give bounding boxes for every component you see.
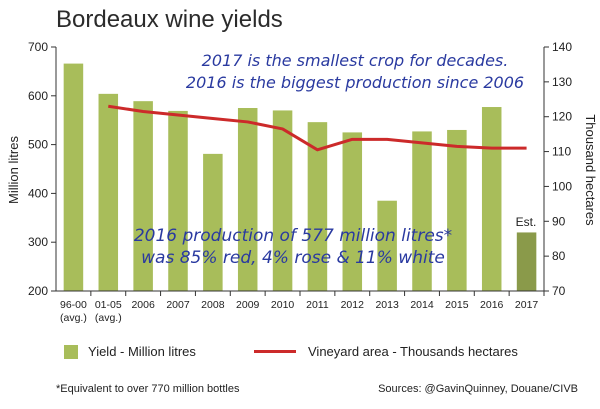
- x-tick-label: 01-05: [95, 299, 122, 311]
- bar: [203, 153, 223, 291]
- legend-label-yield: Yield - Million litres: [88, 344, 196, 359]
- sources: Sources: @GavinQuinney, Douane/CIVB: [378, 383, 578, 395]
- x-tick-label: 2007: [166, 299, 190, 311]
- bar: [307, 122, 328, 291]
- x-tick-label: 2010: [271, 299, 295, 311]
- x-tick-label: 2008: [201, 299, 225, 311]
- x-tick-label: 96-00: [60, 299, 87, 311]
- estimate-label: Est.: [516, 215, 537, 229]
- bar: [237, 108, 258, 291]
- y-tick-label-right: 140: [552, 40, 572, 54]
- legend: Yield - Million litres Vineyard area - T…: [64, 344, 584, 366]
- bars-group: [63, 63, 537, 292]
- y-tick-label-right: 120: [552, 110, 572, 124]
- y-tick-label-left: 400: [28, 186, 48, 200]
- y-tick-label-right: 80: [552, 249, 566, 263]
- chart: 200 300 400 500 600 700 70 80 90 100 110 120 130 140 9…: [6, 40, 598, 324]
- x-tick-label: 2009: [236, 299, 260, 311]
- axes-group: 200 300 400 500 600 700 70 80 90 100 110 120 130 140 9…: [28, 40, 572, 324]
- legend-item-yield: Yield - Million litres: [64, 344, 196, 359]
- x-tick-label: 2011: [306, 299, 329, 311]
- y-tick-label-right: 70: [552, 284, 566, 298]
- line-group: [108, 104, 527, 152]
- bar: [481, 107, 502, 291]
- x-tick-label: 2015: [445, 299, 469, 311]
- y-tick-label-left: 300: [28, 235, 48, 249]
- y-tick-label-left: 200: [28, 284, 48, 298]
- y-axis-title-left: Million litres: [6, 136, 21, 204]
- bar-estimate: [516, 232, 537, 291]
- annotation-top-line-2: 2016 is the biggest production since 200…: [186, 73, 524, 92]
- bar: [98, 93, 119, 292]
- legend-swatch-line: [254, 350, 296, 353]
- legend-swatch-bar: [64, 344, 78, 359]
- annotation-bottom-line-1: 2016 production of 577 million litres*: [134, 226, 452, 246]
- x-tick-label: 2006: [131, 299, 155, 311]
- y-tick-label-left: 600: [28, 89, 48, 103]
- annotation-top-line-1: 2017 is the smallest crop for decades.: [202, 51, 509, 70]
- bar: [412, 131, 432, 291]
- y-tick-label-right: 100: [552, 179, 572, 193]
- y-tick-label-right: 130: [552, 75, 572, 89]
- bar: [342, 132, 363, 291]
- annotation-bottom-line-2: was 85% red, 4% rose & 11% white: [141, 248, 445, 268]
- x-tick-label: 2012: [341, 299, 365, 311]
- bar: [272, 110, 293, 291]
- footnote: *Equivalent to over 770 million bottles: [56, 383, 240, 395]
- chart-title: Bordeaux wine yields: [56, 6, 283, 33]
- x-tick-label: 2016: [480, 299, 504, 311]
- x-tick-label: 2014: [410, 299, 434, 311]
- y-tick-label-left: 500: [28, 138, 48, 152]
- bar: [447, 129, 467, 291]
- legend-item-vineyard-area: Vineyard area - Thousands hectares: [254, 344, 518, 359]
- x-tick-label: 2017: [515, 299, 539, 311]
- x-tick-label: (avg.): [60, 312, 87, 324]
- bar: [133, 101, 153, 291]
- y-tick-label-right: 110: [552, 145, 571, 159]
- y-axis-title-right: Thousand hectares: [583, 114, 598, 226]
- x-tick-label: (avg.): [95, 312, 122, 324]
- y-tick-label-left: 700: [28, 40, 48, 54]
- y-tick-label-right: 90: [552, 214, 566, 228]
- bar: [168, 110, 188, 291]
- x-tick-label: 2013: [375, 299, 399, 311]
- bar: [377, 200, 397, 291]
- bar: [63, 63, 84, 292]
- legend-label-vineyard-area: Vineyard area - Thousands hectares: [308, 344, 518, 359]
